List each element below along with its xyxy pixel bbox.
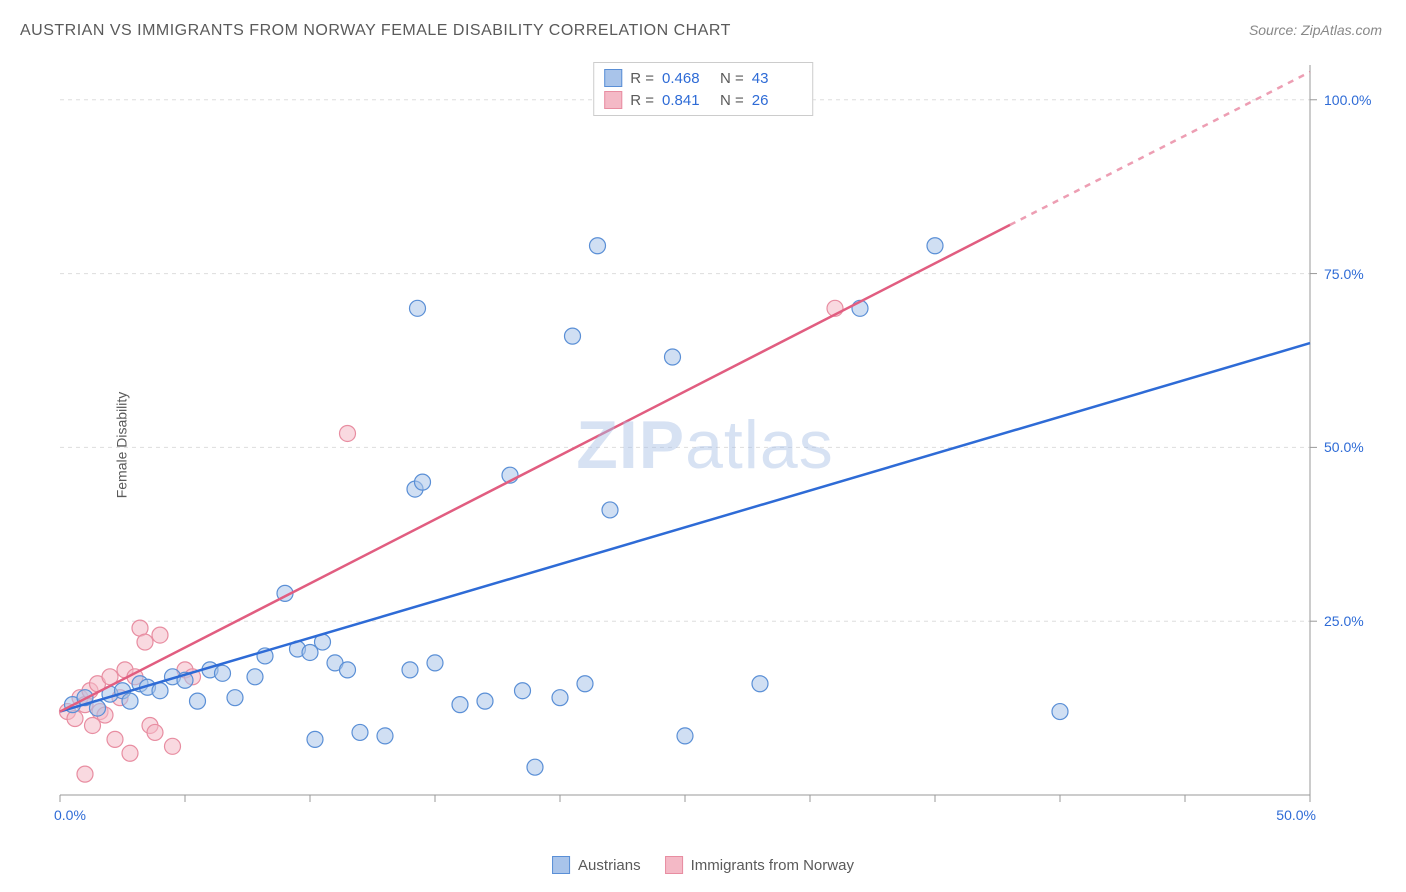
swatch-austrians — [552, 856, 570, 874]
n-label: N = — [720, 92, 744, 109]
r-label: R = — [630, 70, 654, 87]
plot-area: Female Disability ZIPatlas 25.0%50.0%75.… — [50, 60, 1360, 830]
axis-tick-label: 50.0% — [1276, 807, 1316, 823]
legend-series: Austrians Immigrants from Norway — [552, 856, 854, 874]
swatch-austrians — [604, 69, 622, 87]
axis-tick-label: 75.0% — [1324, 266, 1364, 282]
scatter-chart — [50, 60, 1360, 830]
legend-row-austrians: R = 0.468 N = 43 — [604, 67, 802, 89]
n-value-austrians: 43 — [752, 70, 802, 87]
axis-tick-label: 25.0% — [1324, 613, 1364, 629]
axis-tick-label: 0.0% — [54, 807, 86, 823]
legend-label-austrians: Austrians — [578, 857, 641, 874]
legend-row-norway: R = 0.841 N = 26 — [604, 89, 802, 111]
axis-tick-label: 100.0% — [1324, 92, 1371, 108]
axis-tick-label: 50.0% — [1324, 439, 1364, 455]
n-label: N = — [720, 70, 744, 87]
legend-item-austrians: Austrians — [552, 856, 641, 874]
swatch-norway — [604, 91, 622, 109]
r-value-austrians: 0.468 — [662, 70, 712, 87]
legend-item-norway: Immigrants from Norway — [665, 856, 854, 874]
r-label: R = — [630, 92, 654, 109]
chart-title: AUSTRIAN VS IMMIGRANTS FROM NORWAY FEMAL… — [20, 22, 731, 40]
legend-correlation: R = 0.468 N = 43 R = 0.841 N = 26 — [593, 62, 813, 116]
r-value-norway: 0.841 — [662, 92, 712, 109]
source-label: Source: ZipAtlas.com — [1249, 22, 1382, 38]
legend-label-norway: Immigrants from Norway — [691, 857, 854, 874]
n-value-norway: 26 — [752, 92, 802, 109]
swatch-norway — [665, 856, 683, 874]
